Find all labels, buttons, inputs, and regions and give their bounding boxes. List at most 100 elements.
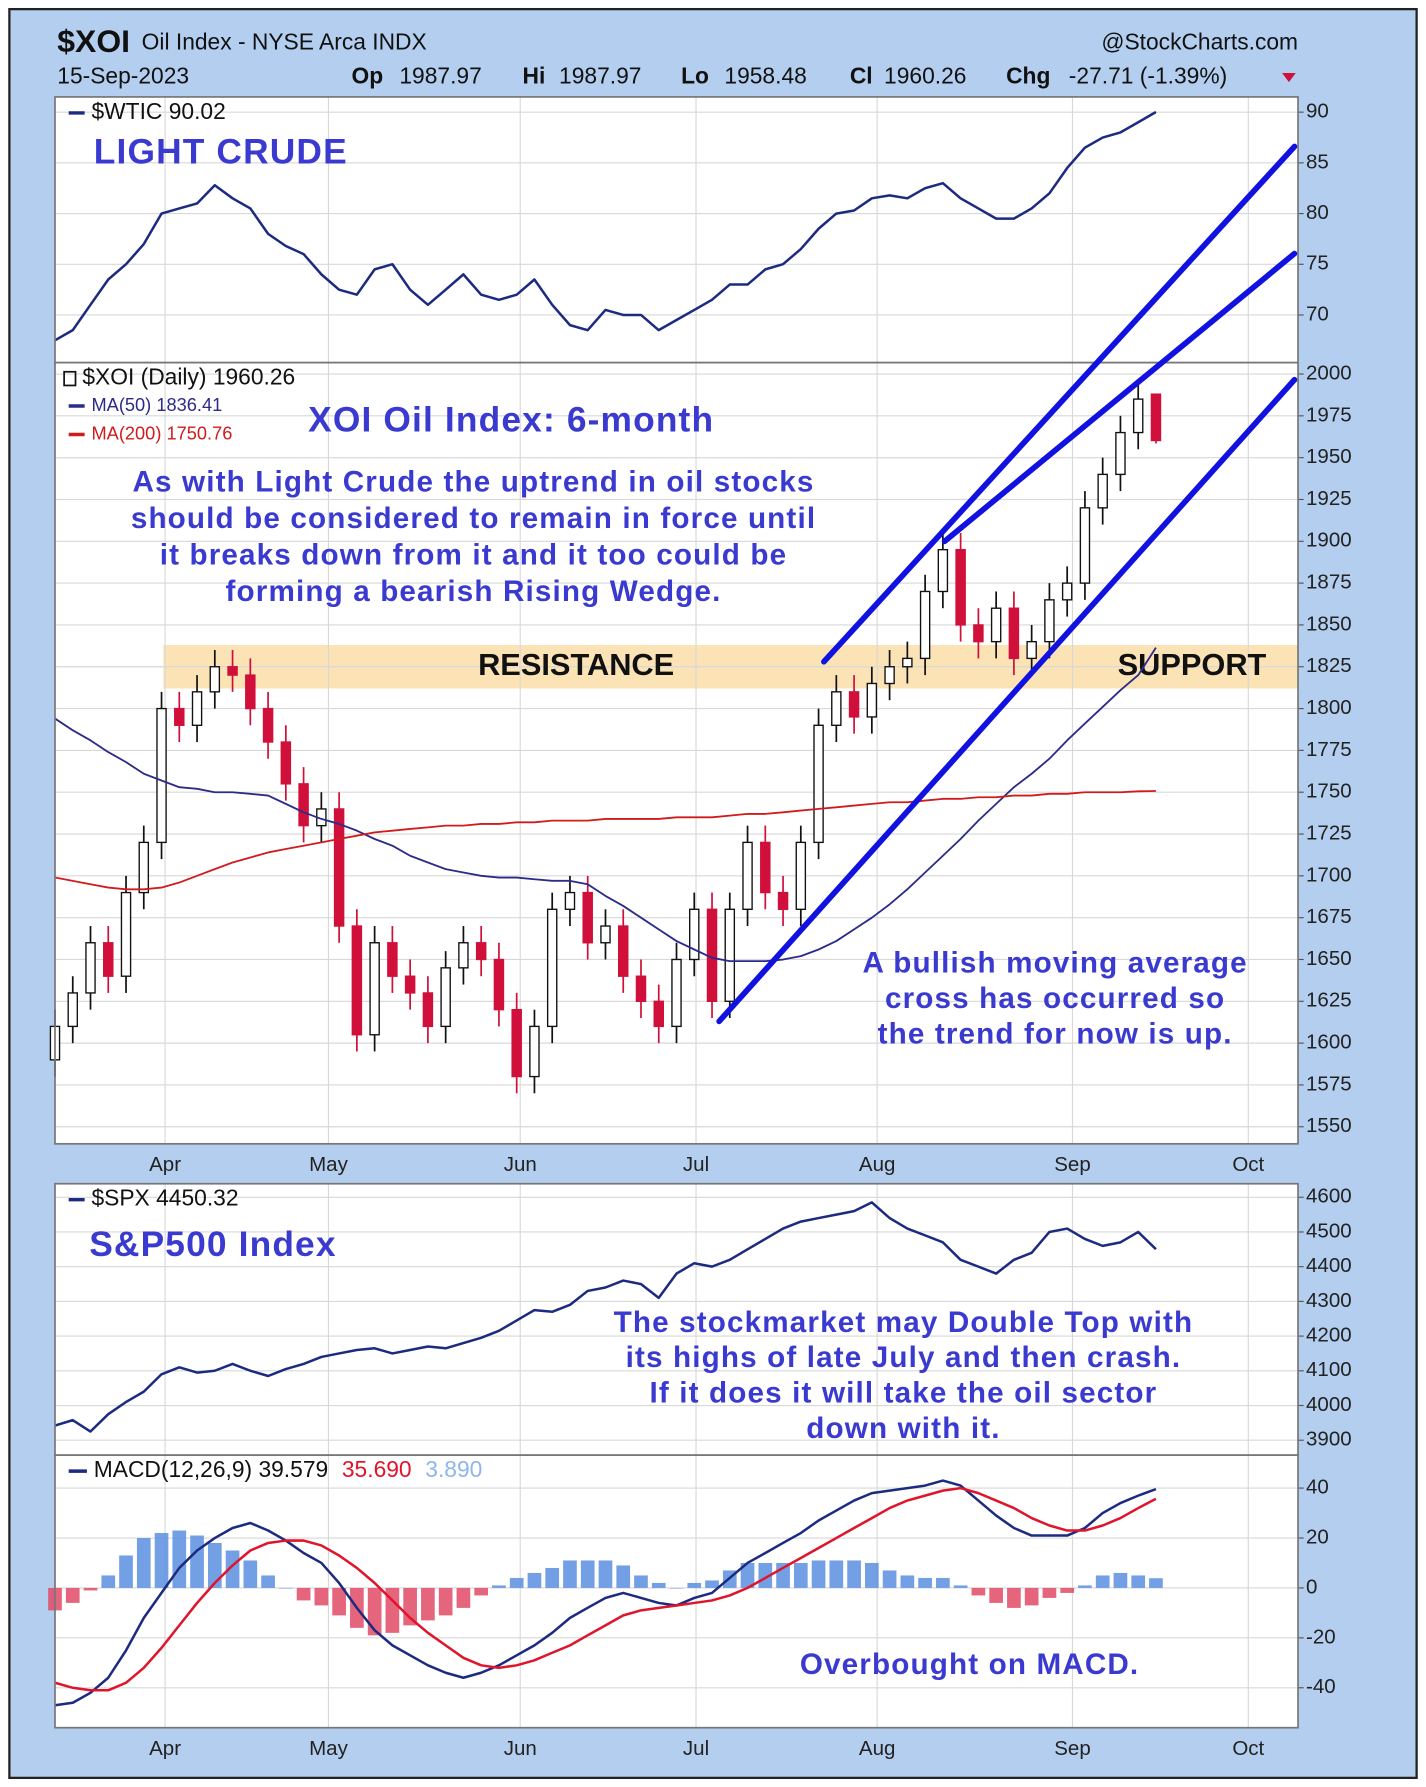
y-tick-label: 1775 [1306,738,1352,761]
histogram-bar [651,1582,666,1588]
annotation-line: cross has occurred so [885,982,1225,1015]
stat-value: -27.71 (-1.39%) [1069,63,1227,89]
candle-body [493,958,505,1011]
y-tick-label: 1925 [1306,487,1352,510]
candle-body [422,992,434,1028]
histogram-bar [1024,1587,1039,1606]
series-line [54,790,1156,891]
histogram-bar [385,1587,400,1633]
candle-body [404,975,416,994]
annotation: LIGHT CRUDE [94,132,348,171]
histogram-bar [1113,1572,1128,1588]
histogram-bar [882,1570,897,1588]
histogram-bar [669,1587,684,1589]
histogram-bar [580,1560,595,1588]
candle-body [174,707,185,726]
histogram-bar [545,1567,560,1588]
histogram-bar [83,1587,98,1591]
candle-body [85,942,96,994]
source: @StockCharts.com [1101,28,1298,54]
histogram-bar [1078,1585,1092,1588]
histogram-bar [278,1587,293,1589]
candle-body [884,666,895,685]
histogram-bar [936,1577,950,1588]
histogram-bar [261,1575,275,1588]
candle-body [333,808,345,927]
band-label: RESISTANCE [478,647,674,682]
annotation-line: The stockmarket may Double Top with [614,1306,1194,1339]
series-line [54,1201,1157,1433]
x-tick-label: May [309,1153,348,1176]
candle-body [351,925,363,1036]
candle-body [777,891,789,910]
y-tick-label: 40 [1306,1476,1329,1499]
down-arrow [1282,72,1296,83]
candle-body [795,841,807,910]
annotation-line: it breaks down from it and it too could … [160,538,788,571]
histogram-bar [136,1538,151,1588]
candle-body [760,841,771,894]
candle-body [689,908,700,961]
candle-body [546,908,558,1028]
x-tick-label: Apr [149,1737,181,1760]
candle-body [653,1000,664,1028]
x-tick-label: Aug [859,1737,896,1760]
candle-body [227,666,238,676]
histogram-bar [829,1560,844,1588]
histogram-bar [1095,1575,1110,1588]
candle-body [973,624,984,643]
index-name: Oil Index - NYSE Arca INDX [142,28,427,54]
stat-value: 1958.48 [724,63,806,89]
panel-bg [54,96,1299,363]
histogram-bar [527,1572,542,1588]
candle-body [1026,640,1037,660]
candle-body [529,1025,540,1078]
y-tick-label: 1675 [1306,905,1352,928]
candle-body [120,891,132,977]
histogram-bar [421,1587,435,1621]
y-tick-label: 1600 [1306,1031,1352,1054]
histogram-bar [616,1565,631,1588]
histogram-bar [563,1560,577,1588]
y-tick-label: 20 [1306,1525,1329,1548]
candle-body [990,607,1002,643]
candle-body [866,682,878,718]
candle-body [138,841,150,894]
histogram-bar [509,1577,524,1588]
candle-body [1061,582,1073,601]
x-tick-label: Apr [149,1153,181,1176]
legend-label: MACD(12,26,9) 39.579 [94,1456,328,1482]
histogram-bar [314,1587,329,1606]
candle-body [1115,431,1126,476]
histogram-bar [172,1530,187,1588]
annotation: XOI Oil Index: 6-month [308,400,714,439]
histogram-bar [456,1587,471,1608]
histogram-bar [989,1587,1003,1603]
annotation-line: A bullish moving average [862,947,1247,980]
stat-label: Chg [1006,63,1050,89]
histogram-bar [705,1580,719,1588]
candle-body [813,724,824,844]
legend-label: $SPX 4450.32 [91,1185,238,1211]
date: 15-Sep-2023 [57,63,189,89]
stat-label: Cl [850,63,873,89]
annotation: Overbought on MACD. [800,1648,1139,1681]
histogram-bar [811,1560,826,1588]
candle-body [955,548,966,626]
y-tick-label: 90 [1306,100,1329,123]
candle-body [191,691,203,726]
histogram-bar [740,1562,755,1588]
histogram-bar [900,1575,915,1588]
candle-body [209,666,221,693]
series-line [54,110,1157,342]
legend-label: $WTIC 90.02 [91,98,225,124]
y-tick-label: 4400 [1306,1254,1352,1277]
stat-value: 1987.97 [399,63,481,89]
histogram-bar [243,1560,258,1588]
x-tick-label: Sep [1054,1737,1091,1760]
histogram-bar [492,1585,506,1588]
histogram-bar [154,1533,169,1588]
legend-label: MA(200) 1750.76 [91,422,232,443]
candle-body [475,942,487,961]
